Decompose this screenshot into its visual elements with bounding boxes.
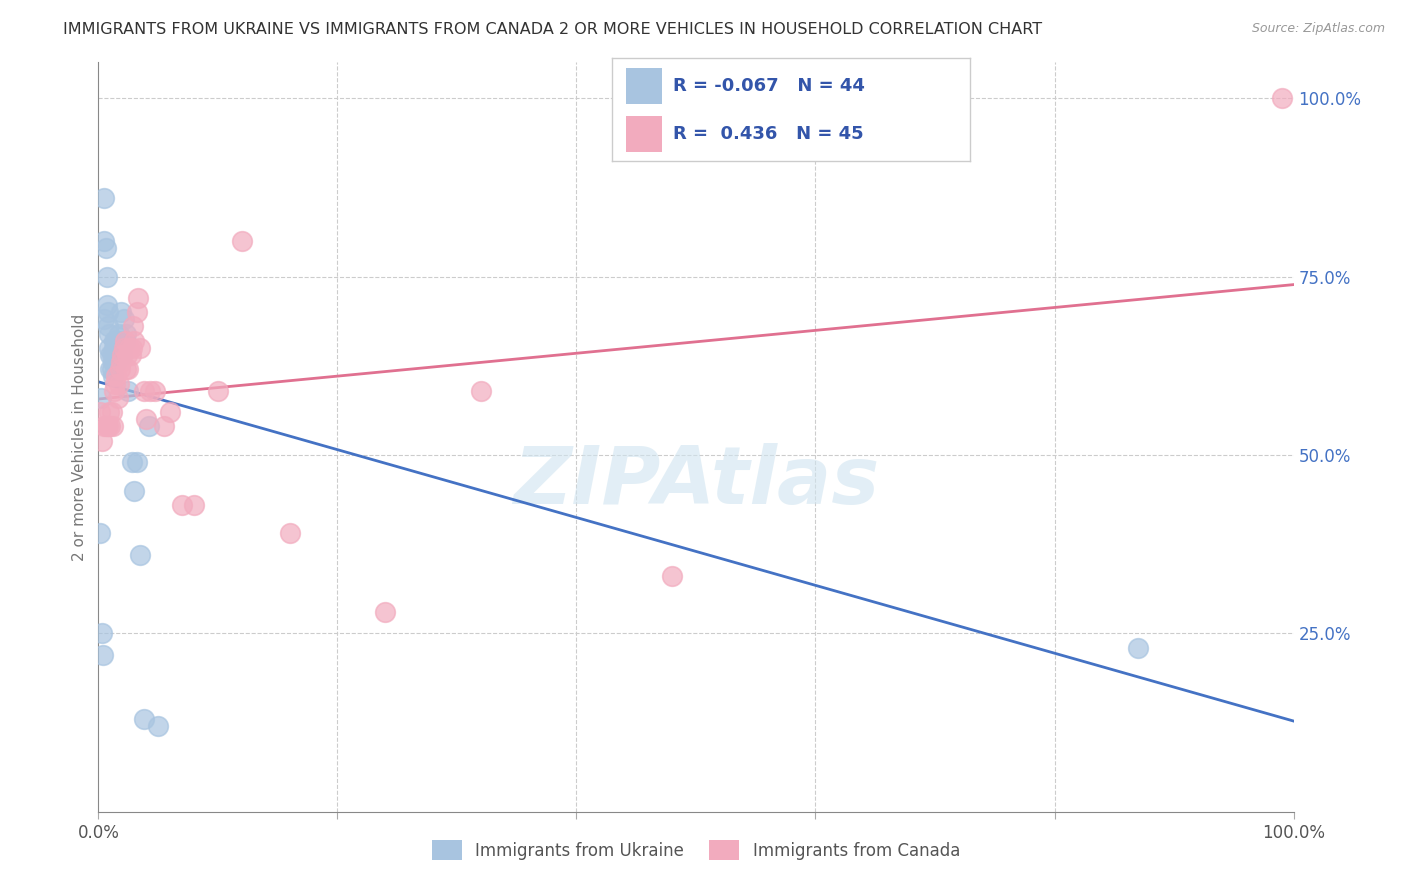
- Point: [122, 319, 145, 334]
- Point: [96, 269, 118, 284]
- Point: [93, 234, 115, 248]
- Point: [105, 355, 128, 369]
- Point: [153, 419, 176, 434]
- Point: [159, 405, 181, 419]
- Text: Source: ZipAtlas.com: Source: ZipAtlas.com: [1251, 22, 1385, 36]
- Point: [115, 362, 138, 376]
- Point: [124, 483, 146, 498]
- Point: [231, 234, 253, 248]
- Legend: Immigrants from Ukraine, Immigrants from Canada: Immigrants from Ukraine, Immigrants from…: [426, 833, 966, 867]
- Point: [121, 341, 143, 355]
- Point: [114, 334, 136, 348]
- Point: [207, 384, 229, 398]
- Point: [117, 384, 139, 398]
- Point: [135, 412, 157, 426]
- Point: [121, 455, 143, 469]
- Point: [89, 405, 111, 419]
- Point: [111, 348, 134, 362]
- Point: [98, 341, 121, 355]
- Point: [96, 419, 118, 434]
- Point: [129, 341, 152, 355]
- Point: [97, 419, 120, 434]
- Point: [107, 334, 129, 348]
- Point: [470, 384, 492, 398]
- Point: [107, 376, 129, 391]
- Point: [94, 241, 117, 255]
- Point: [91, 626, 114, 640]
- Point: [278, 526, 301, 541]
- Point: [112, 341, 135, 355]
- Point: [96, 298, 118, 312]
- Point: [91, 648, 114, 662]
- Point: [115, 348, 138, 362]
- Point: [115, 326, 138, 341]
- Point: [112, 312, 135, 326]
- Point: [93, 419, 115, 434]
- Point: [98, 419, 122, 434]
- Point: [132, 384, 155, 398]
- Point: [103, 384, 125, 398]
- Point: [129, 548, 152, 562]
- Point: [1128, 640, 1150, 655]
- Point: [139, 384, 162, 398]
- Point: [127, 291, 149, 305]
- Point: [374, 605, 396, 619]
- Point: [89, 526, 111, 541]
- Point: [661, 569, 683, 583]
- Point: [108, 341, 131, 355]
- Point: [100, 348, 122, 362]
- Point: [101, 419, 124, 434]
- Point: [101, 369, 124, 384]
- Point: [98, 362, 122, 376]
- Point: [104, 334, 127, 348]
- Point: [97, 319, 120, 334]
- Bar: [626, 117, 662, 153]
- Point: [143, 384, 166, 398]
- Point: [108, 362, 131, 376]
- Point: [138, 419, 160, 434]
- Point: [183, 498, 205, 512]
- Point: [125, 305, 148, 319]
- Point: [93, 191, 115, 205]
- Bar: [626, 69, 662, 104]
- Point: [114, 334, 136, 348]
- Point: [148, 719, 170, 733]
- Point: [107, 348, 129, 362]
- Point: [100, 405, 122, 419]
- Point: [104, 348, 127, 362]
- Point: [110, 305, 132, 319]
- Point: [117, 362, 139, 376]
- Point: [103, 334, 125, 348]
- Point: [1271, 91, 1294, 105]
- Point: [111, 348, 134, 362]
- Point: [124, 334, 146, 348]
- Point: [118, 341, 141, 355]
- Point: [107, 391, 129, 405]
- Point: [125, 455, 148, 469]
- Point: [90, 391, 112, 405]
- Point: [172, 498, 194, 512]
- Point: [120, 348, 142, 362]
- Point: [105, 369, 128, 384]
- Text: ZIPAtlas: ZIPAtlas: [513, 443, 879, 521]
- Point: [91, 434, 114, 448]
- Point: [104, 376, 127, 391]
- Y-axis label: 2 or more Vehicles in Household: 2 or more Vehicles in Household: [72, 313, 87, 561]
- Point: [103, 341, 125, 355]
- Point: [132, 712, 155, 726]
- Point: [98, 326, 121, 341]
- Point: [105, 341, 128, 355]
- Point: [110, 355, 132, 369]
- Point: [97, 305, 120, 319]
- Text: IMMIGRANTS FROM UKRAINE VS IMMIGRANTS FROM CANADA 2 OR MORE VEHICLES IN HOUSEHOL: IMMIGRANTS FROM UKRAINE VS IMMIGRANTS FR…: [63, 22, 1042, 37]
- Point: [98, 405, 121, 419]
- Point: [93, 312, 115, 326]
- Point: [101, 355, 124, 369]
- Point: [98, 348, 122, 362]
- Point: [107, 326, 129, 341]
- Point: [100, 362, 122, 376]
- Text: R = -0.067   N = 44: R = -0.067 N = 44: [672, 77, 865, 95]
- Text: R =  0.436   N = 45: R = 0.436 N = 45: [672, 125, 863, 143]
